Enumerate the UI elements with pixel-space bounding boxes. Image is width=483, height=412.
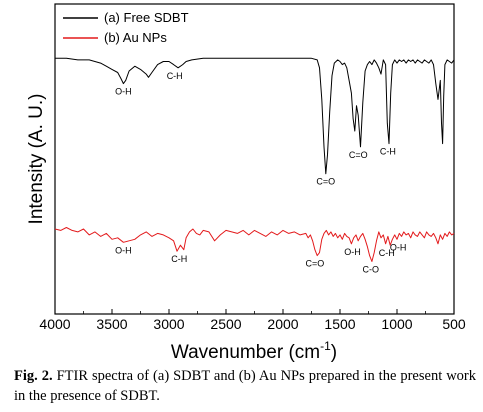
x-tick-label: 2500 (210, 316, 241, 332)
peak-annotation: C-O (363, 265, 380, 275)
peak-annotation: O-H (115, 245, 132, 255)
figure-caption: Fig. 2. FTIR spectra of (a) SDBT and (b)… (14, 366, 476, 406)
peak-annotation: O-H (115, 87, 132, 97)
caption-label: Fig. 2. (14, 368, 53, 384)
series-line-free-sdbt (55, 57, 455, 175)
x-axis-title: Wavenumber (cm-1) (171, 339, 337, 363)
series-line-au-nps (54, 227, 455, 262)
peak-annotation: C-H (171, 254, 187, 264)
plot-frame (54, 3, 455, 315)
legend: (a) Free SDBT (b) Au NPs (63, 10, 189, 45)
x-tick-label: 1000 (381, 316, 412, 332)
legend-label-a: (a) Free SDBT (104, 10, 189, 25)
peak-annotation: C=O (349, 150, 368, 160)
x-tick-label: 500 (442, 316, 466, 332)
x-ticks: 4000 3500 3000 2500 2000 1500 1000 500 (39, 309, 466, 332)
peak-annotation: C=O (316, 177, 335, 187)
legend-label-b: (b) Au NPs (104, 30, 167, 45)
y-axis-title: Intensity (A. U.) (26, 94, 47, 225)
x-tick-label: 4000 (39, 316, 70, 332)
x-tick-label: 3000 (153, 316, 184, 332)
x-axis-title-tail: ) (331, 342, 337, 363)
x-axis-title-sup: -1 (320, 339, 331, 353)
caption-text: FTIR spectra of (a) SDBT and (b) Au NPs … (14, 368, 476, 404)
peak-annotation: C=O (306, 259, 325, 269)
peak-annotation: O-H (344, 247, 361, 257)
peak-annotation: O-H (390, 242, 407, 252)
series-layer (54, 57, 455, 262)
peak-annotation: C-H (380, 147, 396, 157)
x-axis-title-main: Wavenumber (cm (171, 342, 320, 363)
annotations: O-HC-HC=O C-HC=OO-HC-H C=OO-H C-HO-HC-O (115, 71, 406, 275)
peak-annotation: C-H (379, 248, 395, 258)
x-tick-label: 1500 (324, 316, 355, 332)
peak-annotation: C-H (167, 71, 183, 81)
x-tick-label: 2000 (267, 316, 298, 332)
x-tick-label: 3500 (96, 316, 127, 332)
